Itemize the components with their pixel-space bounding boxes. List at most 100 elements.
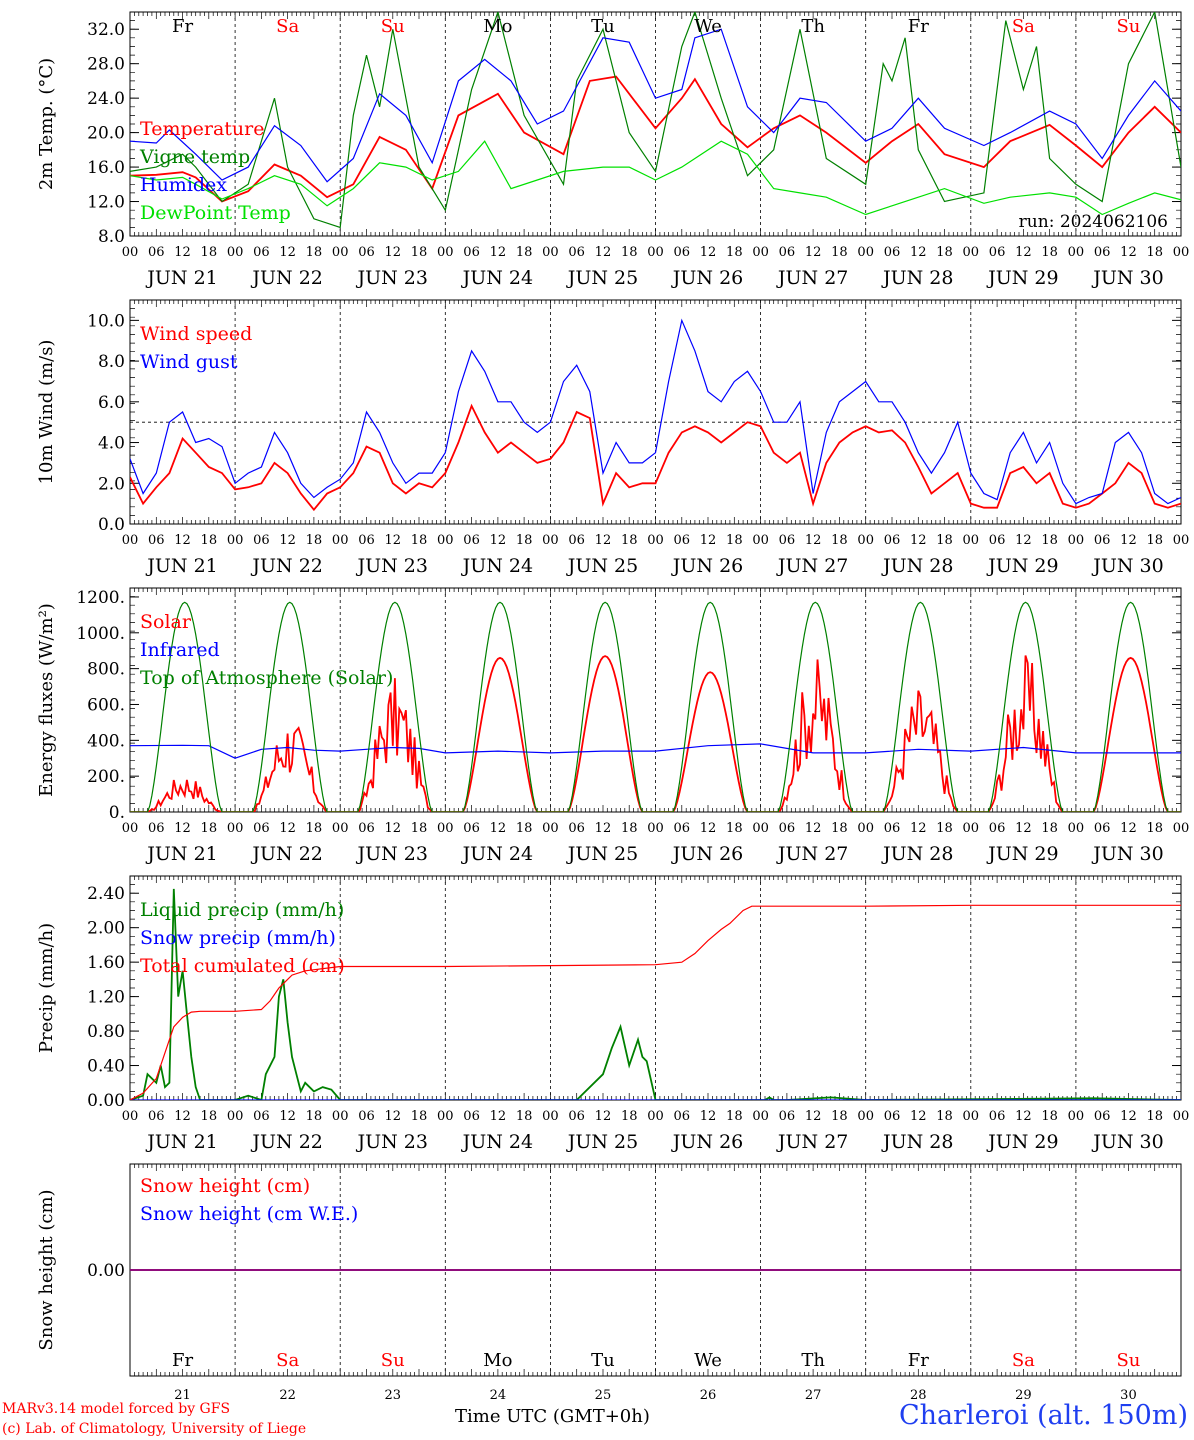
y-axis-label: Precip (mm/h) (36, 923, 57, 1053)
panel-1: 8.0 12.0 16.0 20.0 24.0 28.0 32.0 2m Temp. (°C)… (36, 11, 1189, 289)
date-label: JUN 27 (776, 267, 848, 289)
hour-tick-label: 06 (568, 1109, 585, 1124)
hour-tick-label: 06 (989, 1109, 1006, 1124)
legend-entry: Solar (140, 611, 192, 633)
weekday-label: Mo (483, 16, 512, 37)
hour-tick-label: 06 (1094, 533, 1111, 548)
hour-ticks (129, 1164, 1182, 1376)
y-tick-label: 16.0 (87, 158, 125, 178)
hour-tick-label: 12 (279, 821, 296, 836)
hour-tick-label: 00 (332, 245, 349, 260)
hour-tick-label: 18 (831, 1109, 848, 1124)
y-tick-label: 1000. (76, 624, 125, 644)
hour-tick-label: 12 (910, 533, 927, 548)
date-label: JUN 29 (986, 1131, 1058, 1153)
hour-tick-label: 00 (542, 245, 559, 260)
hour-tick-label: 18 (726, 245, 743, 260)
hour-tick-label: 00 (857, 821, 874, 836)
hour-tick-label: 18 (201, 245, 218, 260)
y-tick-label: 32.0 (87, 20, 125, 40)
hour-tick-label: 12 (595, 1109, 612, 1124)
date-label: JUN 29 (986, 555, 1058, 577)
day-number-label: 21 (174, 1388, 191, 1403)
y-tick-label: 0.00 (87, 1261, 125, 1281)
plot-area (130, 12, 1181, 229)
y-tick-label: 0.80 (87, 1022, 125, 1042)
hour-tick-label: 00 (1068, 245, 1085, 260)
weekday-label: Su (381, 1350, 405, 1371)
hour-tick-label: 12 (1120, 821, 1137, 836)
hour-tick-label: 12 (1015, 1109, 1032, 1124)
date-label: JUN 23 (356, 555, 428, 577)
hour-tick-label: 06 (989, 821, 1006, 836)
hour-tick-label: 12 (910, 821, 927, 836)
hour-tick-label: 18 (411, 533, 428, 548)
date-label: JUN 22 (250, 843, 322, 865)
weekday-label: Mo (483, 1350, 512, 1371)
hour-tick-label: 06 (884, 821, 901, 836)
hour-tick-label: 06 (148, 1109, 165, 1124)
legend-entry: Temperature (140, 118, 264, 140)
y-tick-label: 400. (87, 731, 125, 751)
hour-tick-label: 06 (568, 245, 585, 260)
legend-entry: Infrared (140, 639, 220, 661)
hour-tick-label: 00 (963, 245, 980, 260)
legend-entry: Snow height (cm W.E.) (140, 1203, 358, 1225)
y-tick-label: 24.0 (87, 89, 125, 109)
hour-tick-label: 06 (253, 245, 270, 260)
hour-tick-label: 00 (437, 1109, 454, 1124)
hour-tick-label: 18 (306, 533, 323, 548)
panel-2: 0.0 2.0 4.0 6.0 8.0 10.0 10m Wind (m/s) Wind sp… (36, 299, 1189, 577)
hour-tick-label: 12 (384, 821, 401, 836)
hour-tick-label: 18 (936, 1109, 953, 1124)
hour-tick-label: 12 (384, 533, 401, 548)
hour-tick-label: 06 (358, 245, 375, 260)
hour-tick-label: 06 (463, 821, 480, 836)
hour-tick-label: 00 (1068, 1109, 1085, 1124)
hour-tick-label: 18 (201, 533, 218, 548)
y-tick-label: 8.0 (98, 352, 125, 372)
date-label: JUN 26 (671, 555, 743, 577)
hour-tick-label: 12 (279, 533, 296, 548)
date-label: JUN 22 (250, 1131, 322, 1153)
hour-tick-label: 00 (227, 1109, 244, 1124)
hour-tick-label: 06 (463, 1109, 480, 1124)
date-label: JUN 26 (671, 267, 743, 289)
hour-tick-label: 12 (700, 533, 717, 548)
y-tick-label: 2.00 (87, 919, 125, 939)
legend-entry: Vigne temp (139, 146, 250, 168)
hour-tick-label: 06 (674, 245, 691, 260)
panel-frame (129, 299, 1182, 525)
y-tick-label: 600. (87, 695, 125, 715)
y-tick-label: 0.40 (87, 1057, 125, 1077)
date-label: JUN 28 (881, 555, 953, 577)
hour-tick-label: 06 (253, 533, 270, 548)
hour-tick-label: 00 (437, 245, 454, 260)
hour-tick-label: 18 (936, 821, 953, 836)
hour-tick-label: 06 (358, 821, 375, 836)
hour-tick-label: 00 (227, 533, 244, 548)
weekday-label: Sa (276, 1350, 299, 1371)
date-label: JUN 27 (776, 1131, 848, 1153)
hour-ticks (129, 300, 1182, 524)
hour-tick-label: 18 (201, 821, 218, 836)
y-tick-label: 0. (109, 803, 125, 823)
y-tick-label: 0.00 (87, 1091, 125, 1111)
weekday-label: Su (1116, 1350, 1140, 1371)
day-number-label: 23 (384, 1388, 401, 1403)
hour-tick-label: 00 (122, 1109, 139, 1124)
weekday-label: Fr (908, 16, 929, 37)
hour-tick-label: 00 (332, 821, 349, 836)
hour-tick-label: 06 (1094, 1109, 1111, 1124)
date-label: JUN 22 (250, 267, 322, 289)
hour-tick-label: 18 (936, 245, 953, 260)
hour-tick-label: 06 (989, 245, 1006, 260)
hour-tick-label: 18 (1146, 1109, 1163, 1124)
plot-area (130, 888, 1181, 1100)
series-wind-speed (130, 403, 1181, 512)
hour-tick-label: 06 (148, 821, 165, 836)
weekday-label: Fr (908, 1350, 929, 1371)
hour-tick-label: 12 (595, 533, 612, 548)
hour-tick-label: 00 (752, 533, 769, 548)
